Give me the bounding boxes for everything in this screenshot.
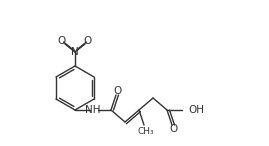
Text: NH: NH [85,105,101,115]
Text: O: O [170,124,178,134]
Text: O: O [84,36,92,46]
Text: OH: OH [188,105,204,115]
Text: N: N [71,47,79,57]
Text: O: O [114,86,122,96]
Text: O: O [58,36,66,46]
Text: CH₃: CH₃ [138,126,154,135]
